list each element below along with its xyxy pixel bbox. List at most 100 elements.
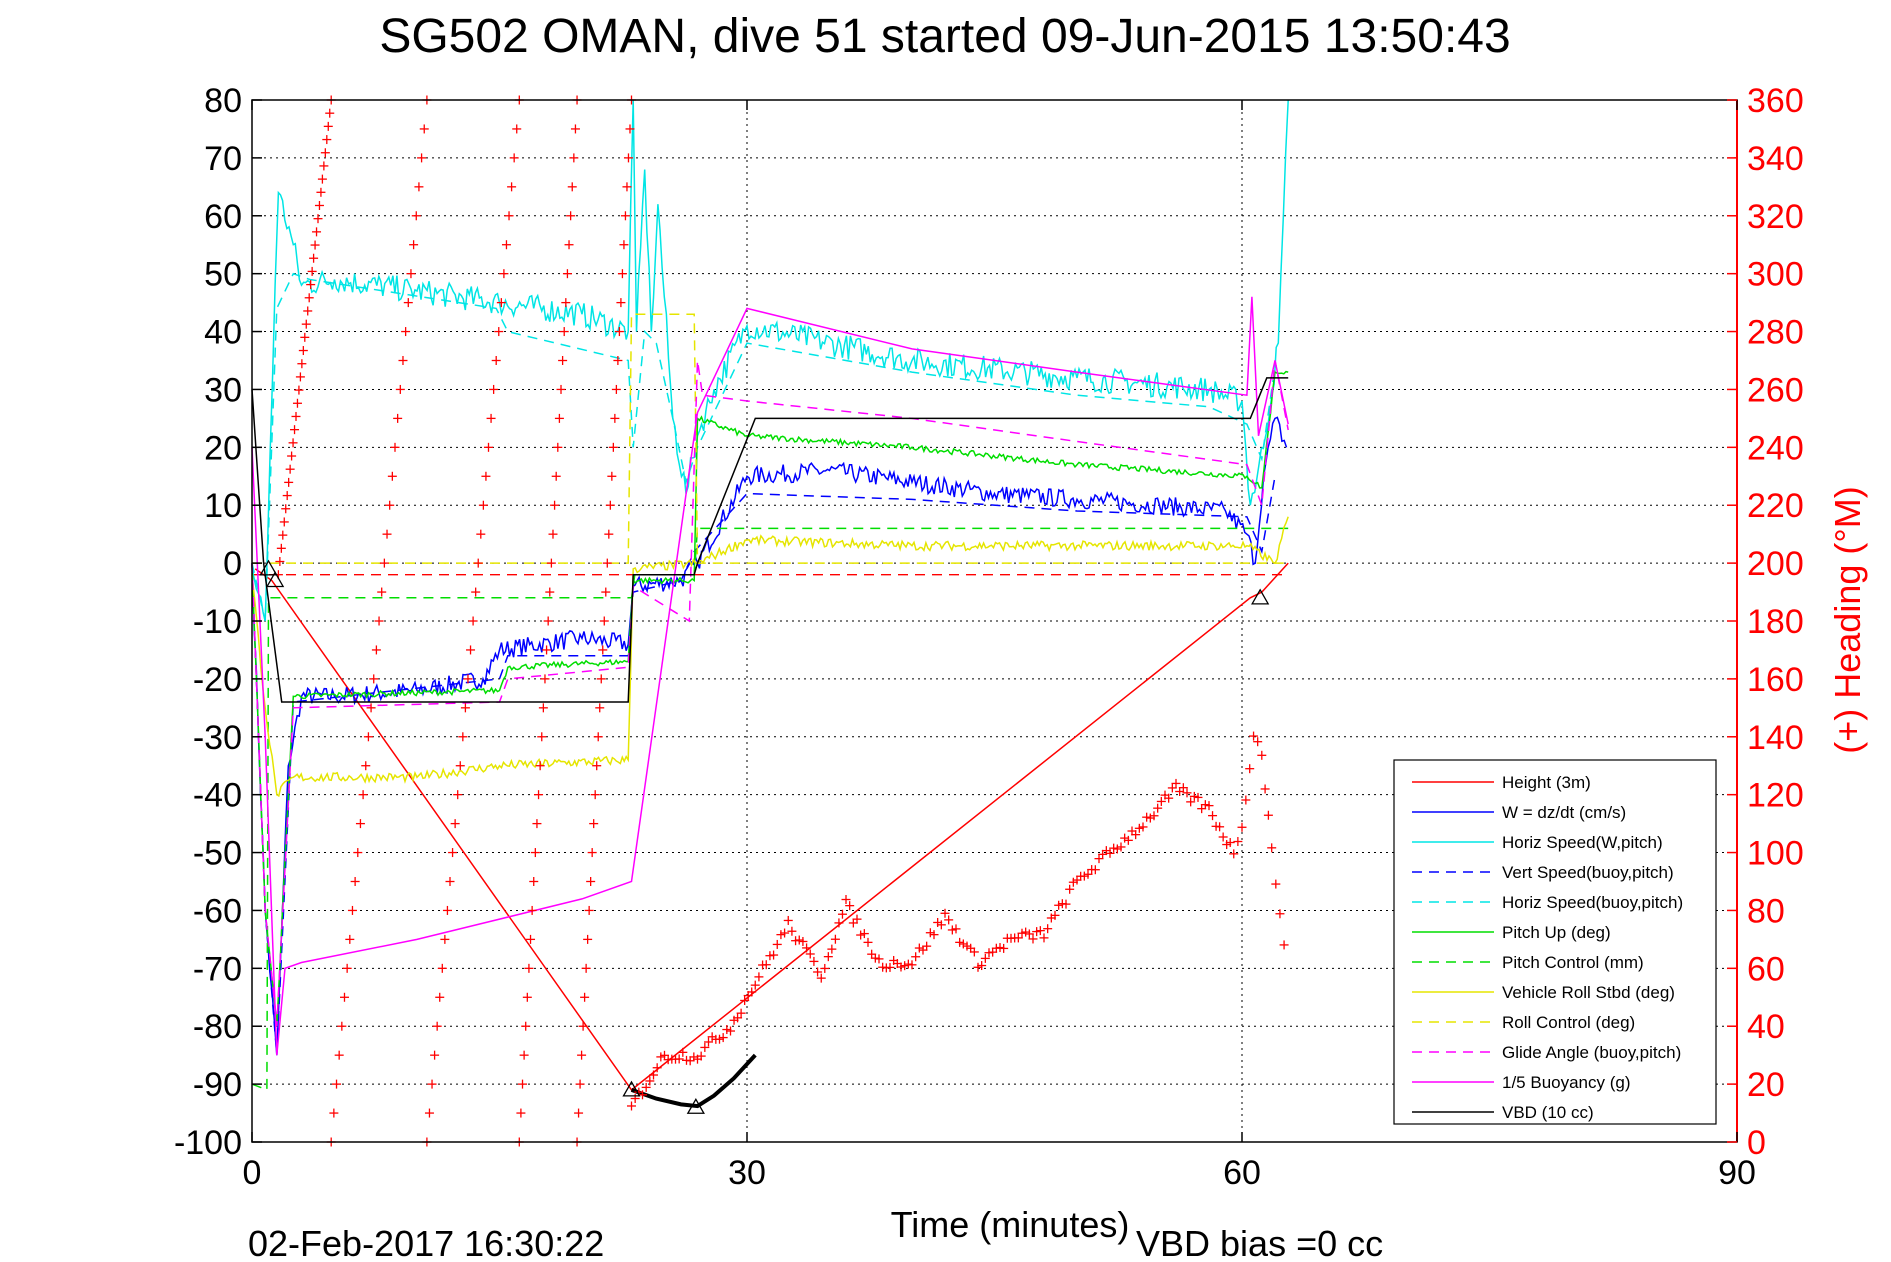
heading-point: [641, 1082, 651, 1092]
heading-sweep-point: [623, 153, 633, 163]
heading-point: [1068, 877, 1078, 887]
event-marker: [259, 559, 278, 576]
heading-point: [823, 952, 833, 962]
heading-point: [820, 963, 830, 973]
heading-sweep-point: [401, 327, 411, 337]
heading-point: [787, 926, 797, 936]
heading-sweep-point: [564, 240, 574, 250]
heading-sweep-point: [432, 1021, 442, 1031]
heading-sweep-point: [613, 356, 623, 365]
heading-sweep-point: [567, 182, 577, 192]
y2-tick-label: 300: [1747, 256, 1804, 294]
heading-point: [1178, 783, 1188, 793]
heading-sweep-point: [614, 327, 624, 337]
y-tick-label: -20: [193, 661, 242, 699]
heading-sweep-point: [303, 306, 313, 316]
heading-point: [856, 930, 866, 940]
y2-tick-label: 280: [1747, 314, 1804, 352]
heading-sweep-point: [592, 761, 602, 771]
legend-entry: W = dz/dt (cm/s): [1502, 803, 1626, 822]
heading-point: [1021, 927, 1031, 937]
heading-sweep-point: [382, 529, 392, 539]
heading-sweep-point: [285, 464, 295, 474]
y-tick-label: -40: [193, 777, 242, 815]
y-tick-label: 0: [223, 545, 242, 583]
heading-point: [1237, 822, 1247, 832]
heading-sweep-point: [622, 182, 632, 192]
heading-sweep-point: [604, 529, 614, 539]
heading-point: [813, 967, 823, 977]
heading-sweep-point: [546, 558, 556, 568]
heading-sweep-point: [587, 848, 597, 858]
heading-point: [1229, 849, 1239, 859]
heading-point: [809, 956, 819, 966]
heading-sweep-point: [440, 934, 450, 944]
heading-point: [696, 1051, 706, 1061]
heading-point: [874, 954, 884, 964]
heading-sweep-point: [320, 148, 330, 158]
heading-point: [1208, 811, 1218, 821]
heading-point: [1109, 843, 1119, 853]
heading-point: [761, 960, 771, 970]
y-tick-label: 70: [204, 140, 242, 178]
heading-point: [1043, 924, 1053, 934]
heading-point: [740, 995, 750, 1005]
heading-sweep-point: [350, 877, 360, 886]
y-tick-label: 50: [204, 256, 242, 294]
x-tick-label: 0: [243, 1154, 262, 1192]
heading-sweep-point: [534, 790, 544, 800]
heading-sweep-point: [532, 819, 542, 829]
heading-point: [1105, 848, 1115, 858]
heading-sweep-point: [584, 905, 594, 915]
heading-point: [1164, 793, 1174, 803]
y2-tick-label: 260: [1747, 371, 1804, 409]
heading-sweep-point: [332, 1079, 342, 1089]
heading-sweep-point: [377, 587, 387, 597]
heading-sweep-point: [499, 269, 509, 279]
heading-point: [1218, 832, 1228, 842]
heading-sweep-point: [424, 1108, 434, 1118]
heading-point: [867, 949, 877, 959]
heading-point: [722, 1025, 732, 1035]
legend-entry: Pitch Control (mm): [1502, 953, 1644, 972]
heading-sweep-point: [291, 411, 301, 421]
y-tick-label: 80: [204, 82, 242, 120]
heading-point: [794, 935, 804, 945]
heading-sweep-point: [307, 266, 317, 276]
heading-sweep-point: [589, 819, 599, 829]
heading-point: [900, 961, 910, 971]
heading-sweep-point: [337, 1021, 347, 1031]
heading-sweep-point: [295, 372, 305, 382]
heading-sweep-point: [294, 385, 304, 395]
right-axis-label: (+) Heading (°M): [1827, 486, 1868, 753]
heading-sweep-point: [620, 211, 630, 221]
heading-sweep-point: [598, 645, 608, 655]
heading-sweep-point: [309, 253, 319, 263]
y-tick-label: -30: [193, 719, 242, 757]
x-tick-label: 90: [1718, 1154, 1756, 1192]
heading-sweep-point: [526, 934, 536, 944]
heading-point: [929, 930, 939, 940]
heading-sweep-point: [581, 963, 591, 973]
heading-point: [1275, 909, 1285, 919]
heading-point: [776, 930, 786, 940]
y-tick-label: 40: [204, 314, 242, 352]
tick-labels: 0 30 60 9080706050403020100-10-20-30-40-50-…: [174, 82, 1804, 1192]
heading-point: [685, 1056, 695, 1066]
y-tick-label: -80: [193, 1008, 242, 1046]
heading-sweep-point: [596, 674, 606, 684]
heading-sweep-point: [551, 471, 561, 481]
heading-point: [995, 943, 1005, 953]
heading-point: [896, 962, 906, 972]
heading-point: [837, 909, 847, 919]
heading-sweep-point: [538, 703, 548, 713]
heading-point: [1253, 737, 1263, 747]
heading-sweep-point: [601, 587, 611, 597]
timestamp-label: 02-Feb-2017 16:30:22: [248, 1223, 604, 1262]
event-marker: [686, 1097, 705, 1114]
heading-point: [1167, 783, 1177, 793]
heading-sweep-point: [484, 442, 493, 452]
heading-point: [1116, 842, 1126, 852]
heading-point: [1131, 830, 1141, 840]
heading-sweep-point: [281, 504, 291, 514]
